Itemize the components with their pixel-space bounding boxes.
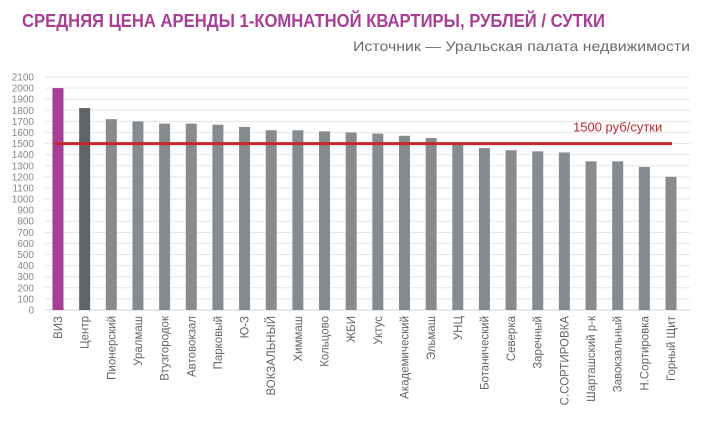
y-tick-label: 1600 — [12, 128, 35, 139]
y-tick-label: 1400 — [12, 150, 35, 161]
x-tick-label: ВОКЗАЛЬНЫЙ — [265, 316, 278, 396]
bar — [638, 166, 650, 310]
bar — [532, 151, 544, 310]
x-tick-label: Кольцово — [320, 316, 332, 367]
y-tick-label: 1800 — [12, 106, 35, 117]
grid-lines — [45, 76, 690, 311]
y-tick-label: 2100 — [12, 73, 35, 84]
y-tick-label: 800 — [17, 217, 34, 228]
y-tick-label: 1200 — [12, 172, 35, 183]
bar — [159, 123, 171, 310]
y-tick-label: 200 — [17, 283, 34, 294]
x-tick-label: Автовокзал — [186, 316, 198, 377]
y-tick-label: 700 — [17, 228, 34, 239]
x-tick-label: УНЦ — [453, 316, 465, 341]
reference-line-label: 1500 руб/сутки — [573, 120, 662, 135]
y-tick-label: 1900 — [12, 95, 35, 106]
x-tick-label: Эльмаш — [426, 316, 438, 360]
bar — [79, 108, 91, 310]
x-tick-label: Парковый — [213, 316, 225, 369]
bar — [212, 124, 224, 310]
x-tick-label: Заречный — [533, 316, 545, 369]
bar — [52, 88, 64, 310]
bar — [398, 135, 410, 310]
bar — [612, 161, 624, 310]
y-tick-label: 900 — [17, 206, 34, 217]
x-tick-label: Химмаш — [293, 316, 305, 362]
bar — [452, 143, 464, 310]
bar — [132, 121, 144, 310]
x-tick-label: ВИЗ — [53, 316, 65, 339]
x-tick-label: С.СОРТИРОВКА — [559, 316, 571, 406]
bar — [425, 138, 437, 310]
x-tick-label: Шарташский р-к — [586, 315, 598, 402]
x-tick-label: Ю-З — [240, 316, 252, 338]
y-tick-label: 1000 — [12, 195, 35, 206]
y-axis: 0100200300400500600700800900100011001200… — [12, 73, 35, 317]
x-tick-label: Академический — [399, 316, 411, 399]
x-axis: ВИЗ Центр Пионерский Уралмаш Втузгородок Авто… — [53, 315, 678, 405]
y-tick-label: 500 — [17, 250, 34, 261]
y-tick-label: 300 — [17, 272, 34, 283]
bar — [345, 132, 357, 310]
x-tick-label: Центр — [80, 316, 92, 349]
x-tick-label: Завокзальный — [613, 316, 625, 392]
y-tick-label: 100 — [17, 294, 34, 305]
x-tick-label: Втузгородок — [160, 315, 172, 381]
x-tick-label: ЖБИ — [346, 316, 358, 342]
bar — [505, 150, 517, 310]
bar — [105, 119, 117, 311]
x-tick-label: Н.Сортировка — [639, 315, 651, 390]
bar — [265, 130, 277, 310]
bar — [292, 130, 304, 310]
bar — [239, 126, 251, 310]
chart-subtitle: Источник — Уральская палата недвижимости — [353, 38, 690, 54]
x-tick-label: Уктус — [373, 316, 385, 345]
bar — [585, 161, 597, 310]
x-tick-label: Ботанический — [479, 316, 491, 390]
bar — [478, 148, 490, 310]
bar — [558, 152, 570, 310]
y-tick-label: 1500 — [12, 139, 35, 150]
x-tick-label: Горный Щит — [666, 315, 678, 381]
x-tick-label: Пионерский — [106, 316, 118, 380]
bars — [52, 88, 677, 311]
bar — [185, 123, 197, 310]
chart-title: СРЕДНЯЯ ЦЕНА АРЕНДЫ 1-КОМНАТНОЙ КВАРТИРЫ… — [22, 10, 605, 31]
y-tick-label: 600 — [17, 239, 34, 250]
y-tick-label: 0 — [28, 306, 34, 317]
y-tick-label: 1700 — [12, 117, 35, 128]
x-tick-label: Уралмаш — [133, 316, 145, 366]
bar — [665, 176, 677, 310]
bar — [319, 131, 331, 310]
y-tick-label: 2000 — [12, 84, 35, 95]
bar — [372, 133, 384, 310]
y-tick-label: 1100 — [12, 183, 34, 194]
y-tick-label: 1300 — [12, 161, 35, 172]
y-tick-label: 400 — [17, 261, 34, 272]
x-tick-label: Северка — [506, 315, 518, 361]
